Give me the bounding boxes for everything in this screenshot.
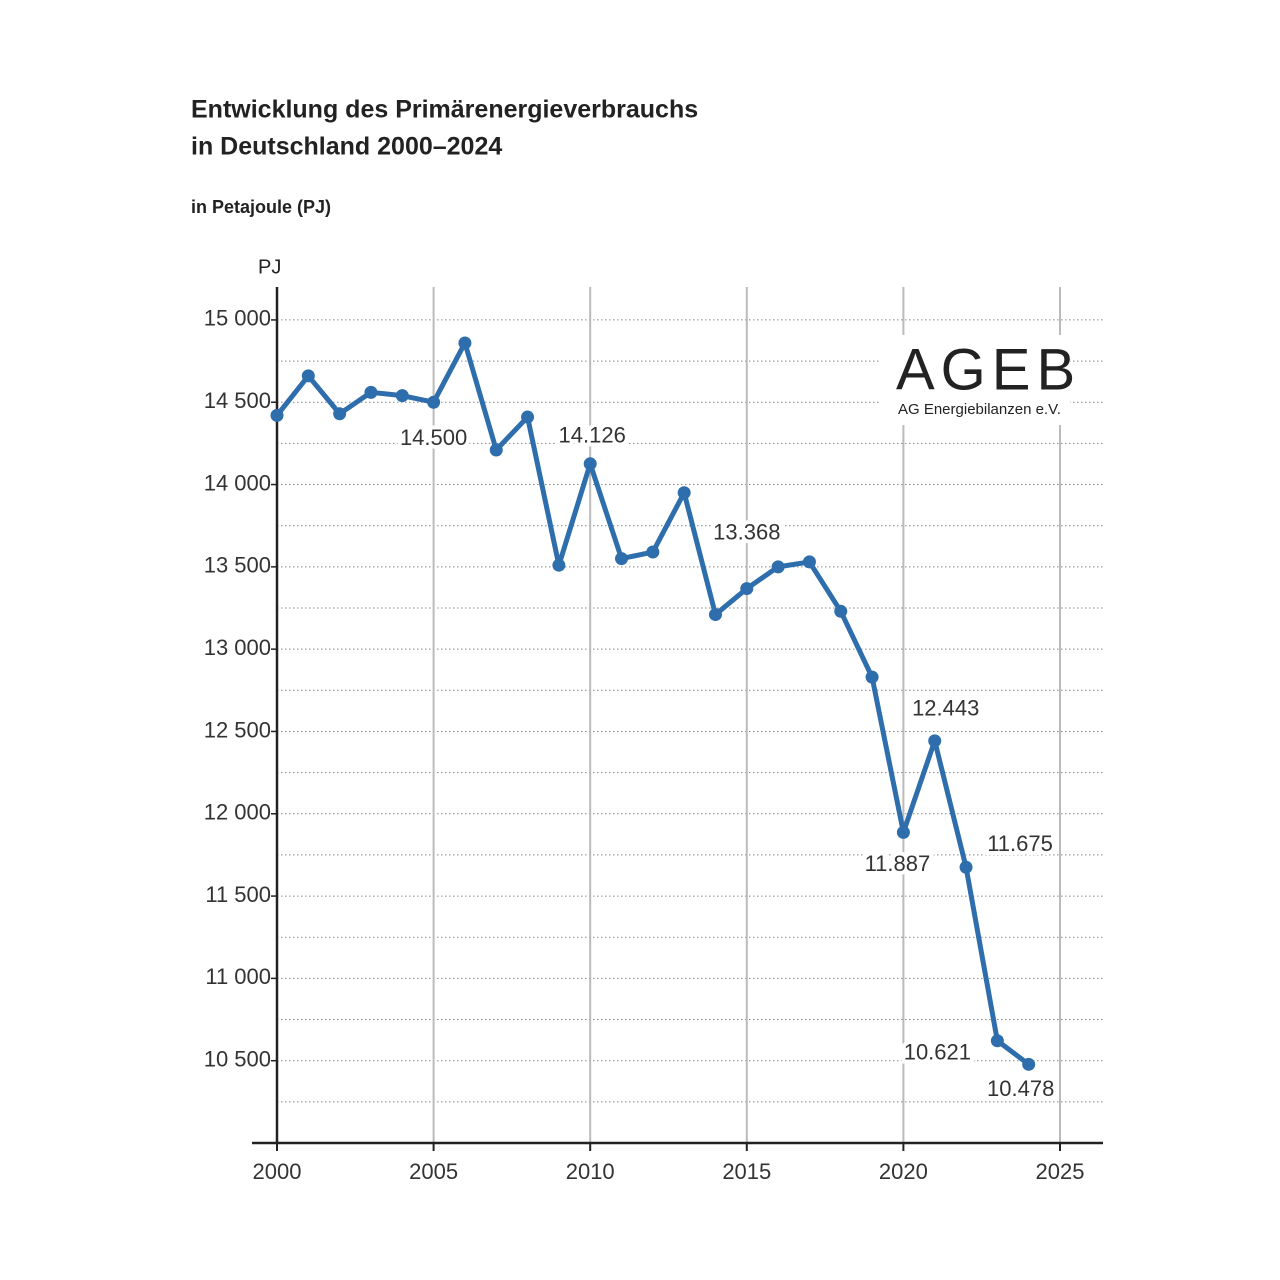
data-point (427, 395, 441, 409)
y-tick-label: 14 500 (204, 388, 271, 413)
logo-background (880, 335, 1070, 425)
y-tick-label: 11 500 (205, 882, 271, 907)
data-point (990, 1034, 1004, 1048)
chart-title: Entwicklung des Primärenergieverbrauchs (191, 96, 698, 124)
data-point (521, 410, 535, 424)
data-point (708, 608, 722, 622)
data-label: 11.887 (865, 851, 931, 876)
y-tick-label: 13 500 (204, 553, 271, 578)
y-tick-label: 11 000 (205, 964, 271, 989)
data-point (333, 407, 347, 421)
data-point (677, 486, 691, 500)
x-tick-label: 2025 (1036, 1159, 1085, 1184)
data-point (552, 558, 566, 572)
data-point (458, 336, 472, 350)
data-point (301, 369, 315, 383)
y-tick-label: 10 500 (204, 1047, 271, 1072)
logo: AGEB (896, 337, 1081, 402)
data-point (489, 443, 503, 457)
data-point (395, 389, 409, 403)
data-label: 14.500 (400, 425, 467, 450)
y-tick-label: 15 000 (204, 306, 271, 331)
data-point (270, 408, 284, 422)
x-tick-label: 2010 (566, 1159, 615, 1184)
y-tick-label: 14 000 (204, 470, 271, 495)
data-point (1022, 1057, 1036, 1071)
data-point (583, 457, 597, 471)
data-point (615, 552, 629, 566)
data-label: 12.443 (912, 696, 979, 721)
data-point (364, 385, 378, 399)
data-point (646, 545, 660, 559)
data-point (865, 670, 879, 684)
data-point (740, 582, 754, 596)
data-point (928, 734, 942, 748)
data-point (834, 604, 848, 618)
x-tick-label: 2015 (722, 1159, 771, 1184)
x-tick-label: 2020 (879, 1159, 928, 1184)
chart-subtitle: in Petajoule (PJ) (191, 197, 331, 217)
logo-caption: AG Energiebilanzen e.V. (898, 401, 1061, 418)
data-point (959, 860, 973, 874)
data-label: 10.478 (987, 1076, 1054, 1101)
data-point (896, 825, 910, 839)
x-tick-label: 2000 (253, 1159, 302, 1184)
chart-title: in Deutschland 2000–2024 (191, 133, 502, 161)
x-tick-label: 2005 (409, 1159, 458, 1184)
y-tick-label: 12 000 (204, 800, 271, 825)
y-tick-label: 13 000 (204, 635, 271, 660)
data-label: 11.675 (987, 831, 1053, 856)
data-point (802, 555, 816, 569)
y-tick-label: 12 500 (204, 717, 271, 742)
data-label: 13.368 (713, 519, 780, 544)
y-axis-label: PJ (258, 256, 281, 278)
data-label: 14.126 (559, 423, 626, 448)
data-label: 10.621 (904, 1040, 971, 1065)
data-point (771, 560, 785, 574)
